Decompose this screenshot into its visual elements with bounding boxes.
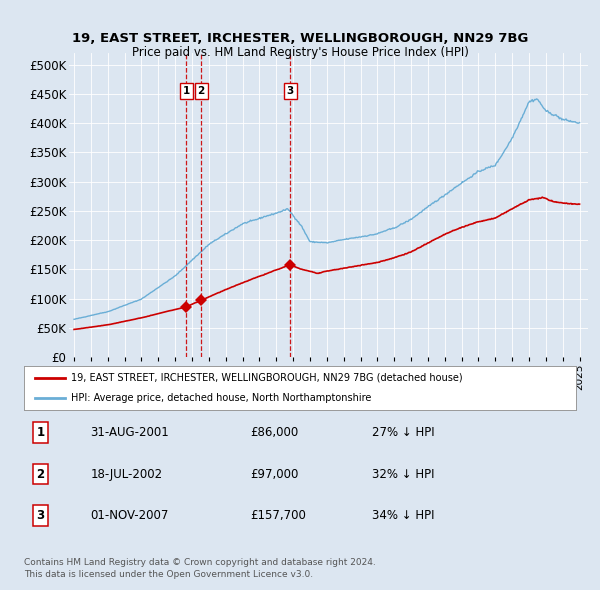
Text: £97,000: £97,000	[250, 467, 299, 481]
Text: 18-JUL-2002: 18-JUL-2002	[90, 467, 163, 481]
Text: 19, EAST STREET, IRCHESTER, WELLINGBOROUGH, NN29 7BG: 19, EAST STREET, IRCHESTER, WELLINGBOROU…	[72, 32, 528, 45]
Text: 3: 3	[37, 509, 44, 522]
Text: 31-AUG-2001: 31-AUG-2001	[90, 426, 169, 440]
Text: 3: 3	[287, 86, 294, 96]
Text: 34% ↓ HPI: 34% ↓ HPI	[372, 509, 434, 522]
Text: £86,000: £86,000	[250, 426, 299, 440]
Text: Contains HM Land Registry data © Crown copyright and database right 2024.
This d: Contains HM Land Registry data © Crown c…	[24, 558, 376, 579]
Text: 1: 1	[183, 86, 190, 96]
Text: 2: 2	[197, 86, 205, 96]
Text: £157,700: £157,700	[250, 509, 306, 522]
Text: 19, EAST STREET, IRCHESTER, WELLINGBOROUGH, NN29 7BG (detached house): 19, EAST STREET, IRCHESTER, WELLINGBOROU…	[71, 373, 463, 383]
Text: 32% ↓ HPI: 32% ↓ HPI	[372, 467, 434, 481]
Text: 2: 2	[37, 467, 44, 481]
Text: HPI: Average price, detached house, North Northamptonshire: HPI: Average price, detached house, Nort…	[71, 393, 371, 403]
Text: 01-NOV-2007: 01-NOV-2007	[90, 509, 169, 522]
Text: Price paid vs. HM Land Registry's House Price Index (HPI): Price paid vs. HM Land Registry's House …	[131, 46, 469, 59]
Text: 27% ↓ HPI: 27% ↓ HPI	[372, 426, 434, 440]
Text: 1: 1	[37, 426, 44, 440]
